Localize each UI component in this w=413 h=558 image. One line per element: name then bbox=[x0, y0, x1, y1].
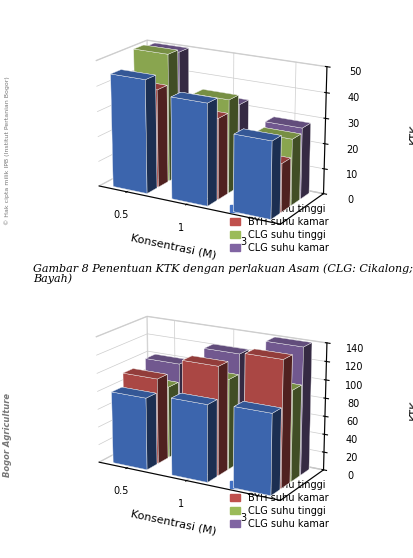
Text: Bayah): Bayah) bbox=[33, 273, 72, 284]
Text: Bogor Agriculture: Bogor Agriculture bbox=[3, 393, 12, 477]
Text: Gambar 8 Penentuan KTK dengan perlakuan Asam (CLG: Cikalong; BYH:: Gambar 8 Penentuan KTK dengan perlakuan … bbox=[33, 264, 413, 275]
Legend: BYH suhu tinggi, BYH suhu kamar, CLG suhu tinggi, CLG suhu kamar: BYH suhu tinggi, BYH suhu kamar, CLG suh… bbox=[228, 478, 330, 531]
X-axis label: Konsentrasi (M): Konsentrasi (M) bbox=[129, 509, 216, 537]
Legend: BYH suhu tinggi, BYH suhu kamar, CLG suhu tinggi, CLG suhu kamar: BYH suhu tinggi, BYH suhu kamar, CLG suh… bbox=[228, 202, 330, 254]
X-axis label: Konsentrasi (M): Konsentrasi (M) bbox=[129, 233, 216, 261]
Text: © Hak cipta milik IPB (Institut Pertanian Bogor): © Hak cipta milik IPB (Institut Pertania… bbox=[5, 76, 10, 225]
